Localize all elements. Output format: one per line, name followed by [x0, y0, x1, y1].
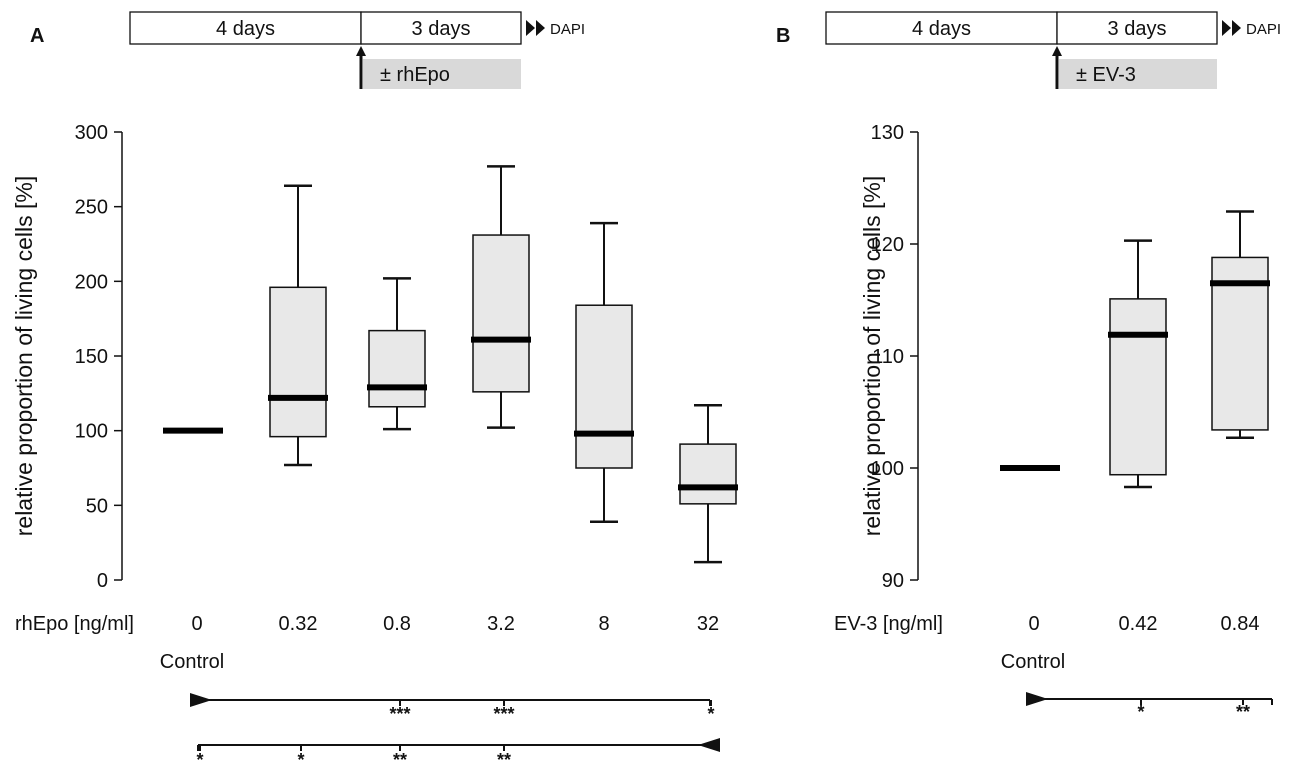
fast-forward-icon [1222, 20, 1241, 36]
timeline-phase2-box [1056, 11, 1218, 45]
timeline-phase1-label: 4 days [216, 18, 275, 40]
y-tick-label: 250 [75, 197, 108, 219]
readout-label: DAPI [550, 21, 585, 38]
box-iqr [575, 304, 633, 469]
box-iqr [472, 234, 530, 393]
y-tick-label: 150 [75, 346, 108, 368]
x-axis-label: EV-3 [ng/ml] [834, 613, 943, 635]
panel-a: A 4 days 3 days ± rhEpo DAPI 0 50 100 150 200 250 3… [11, 11, 738, 770]
treatment-start-arrowhead [1052, 46, 1062, 56]
y-tick-label: 0 [97, 570, 108, 592]
timeline-phase1-label: 4 days [912, 18, 971, 40]
x-category-label: 0.84 [1221, 613, 1260, 635]
panel-b: B 4 days 3 days ± EV-3 DAPI 90 100 110 120 130 rel… [776, 11, 1281, 722]
y-tick-label: 90 [882, 570, 904, 592]
control-label: Control [1001, 651, 1065, 673]
significance-reference-arrow [1026, 692, 1048, 706]
y-tick-label: 100 [871, 458, 904, 480]
timeline-phase2-label: 3 days [1108, 18, 1167, 40]
y-tick-label: 100 [75, 421, 108, 443]
treatment-start-arrowhead [356, 46, 366, 56]
significance-mark: * [297, 750, 304, 770]
timeline-phase1-box [825, 11, 1058, 45]
box-iqr [368, 329, 426, 408]
box-iqr [269, 286, 327, 438]
panel-label: B [776, 25, 790, 47]
x-category-label: 0 [191, 613, 202, 635]
y-axis-label: relative proportion of living cells [%] [11, 176, 37, 537]
readout-label: DAPI [1246, 21, 1281, 38]
y-tick-label: 300 [75, 122, 108, 144]
timeline-phase2-box [360, 11, 522, 45]
significance-mark: * [707, 704, 714, 724]
y-tick-label: 110 [872, 346, 904, 368]
x-category-label: 0 [1028, 613, 1039, 635]
box-iqr [679, 443, 737, 505]
y-tick-label: 200 [75, 271, 108, 293]
x-category-label: 32 [697, 613, 719, 635]
y-tick-label: 130 [871, 122, 904, 144]
y-tick-label: 50 [86, 495, 108, 517]
box-iqr [1109, 298, 1167, 476]
x-category-label: 0.32 [279, 613, 318, 635]
treatment-label: ± EV-3 [1076, 64, 1136, 86]
treatment-bar [363, 59, 521, 89]
significance-mark: *** [493, 704, 514, 724]
control-label: Control [160, 651, 224, 673]
significance-reference-arrow [190, 693, 212, 707]
significance-mark: ** [497, 750, 511, 770]
x-category-label: 8 [598, 613, 609, 635]
x-category-label: 3.2 [487, 613, 515, 635]
fast-forward-icon [526, 20, 545, 36]
significance-mark: ** [393, 750, 407, 770]
timeline-phase1-box [129, 11, 362, 45]
significance-mark: * [1137, 702, 1144, 722]
significance-mark: * [196, 750, 203, 770]
x-axis-label: rhEpo [ng/ml] [15, 613, 134, 635]
treatment-bar [1059, 59, 1217, 89]
significance-mark: ** [1236, 702, 1250, 722]
y-tick-label: 120 [871, 234, 904, 256]
treatment-label: ± rhEpo [380, 64, 450, 86]
significance-mark: *** [389, 704, 410, 724]
x-category-label: 0.42 [1119, 613, 1158, 635]
x-category-label: 0.8 [383, 613, 411, 635]
y-axis-label: relative proportion of living cells [%] [859, 176, 885, 537]
panel-label: A [30, 25, 44, 47]
timeline-phase2-label: 3 days [412, 18, 471, 40]
significance-reference-arrow [698, 738, 720, 752]
